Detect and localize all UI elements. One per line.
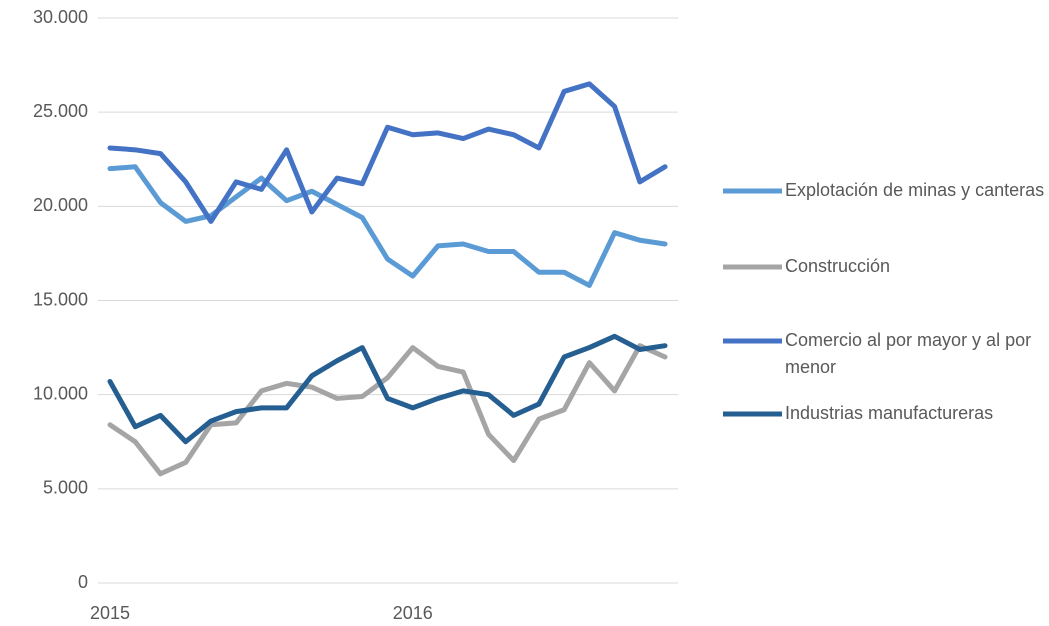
y-tick-label: 5.000 xyxy=(43,478,88,498)
legend-label: Comercio al por mayor y al por menor xyxy=(785,330,1032,377)
y-tick-label: 0 xyxy=(78,572,88,592)
legend-label: Industrias manufactureras xyxy=(785,403,994,423)
legend-label: Explotación de minas y canteras xyxy=(785,180,1045,200)
y-tick-label: 20.000 xyxy=(33,195,88,215)
legend-label: Construcción xyxy=(785,256,891,276)
x-tick-label: 2015 xyxy=(90,603,130,623)
series-line xyxy=(107,164,668,288)
y-tick-label: 15.000 xyxy=(33,289,88,309)
series-line xyxy=(107,343,668,477)
y-tick-label: 30.000 xyxy=(33,7,88,27)
y-tick-label: 25.000 xyxy=(33,101,88,121)
x-tick-label: 2016 xyxy=(393,603,433,623)
y-tick-label: 10.000 xyxy=(33,383,88,403)
series-line xyxy=(107,333,668,445)
series-line xyxy=(107,81,668,224)
